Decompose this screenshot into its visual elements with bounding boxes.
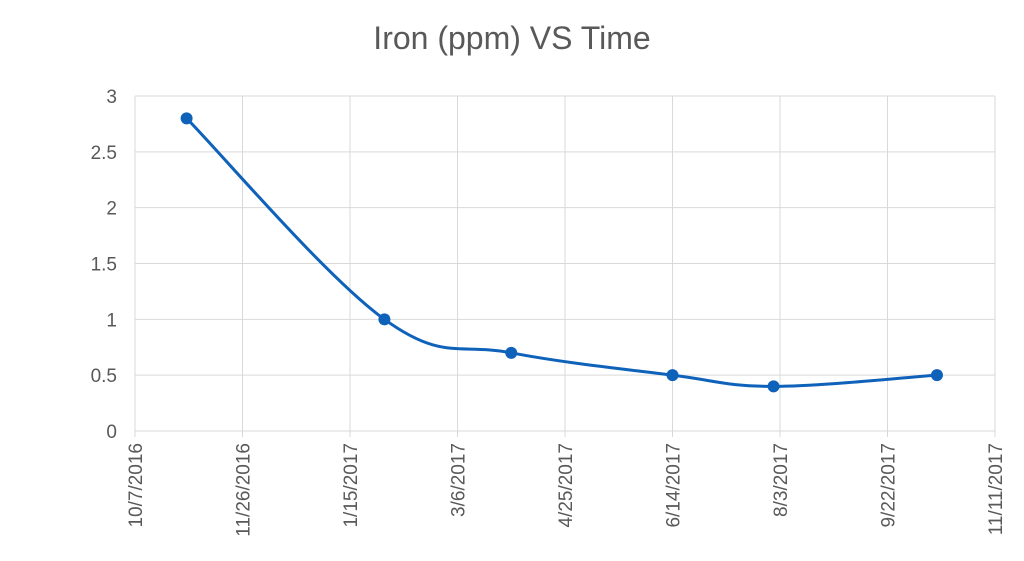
y-tick-label: 1 [106,310,117,331]
x-tick-label: 11/11/2017 [986,443,1007,535]
chart-title: Iron (ppm) VS Time [373,20,651,56]
data-point [767,380,780,393]
y-tick-label: 2 [106,199,117,220]
y-tick-label: 1.5 [91,255,117,276]
data-point [180,112,193,125]
data-point [505,346,518,359]
x-tick-label: 6/14/2017 [664,443,685,528]
x-tick-label: 10/7/2016 [126,443,147,528]
x-tick-label: 4/25/2017 [556,443,577,528]
y-tick-label: 0 [106,422,117,443]
x-tick-label: 3/6/2017 [449,443,470,517]
x-tick-label: 9/22/2017 [879,443,900,528]
y-tick-label: 3 [106,87,117,108]
series-line [185,116,939,388]
x-axis-ticks: 10/7/2016 11/26/2016 1/15/2017 3/6/2017 4/25… [126,443,1007,537]
data-point [666,369,679,382]
y-axis-ticks: 0 0.5 1 1.5 2 2.5 3 [91,87,117,443]
x-tick-label: 1/15/2017 [341,443,362,528]
series-layer [180,112,943,393]
data-point [378,313,391,326]
x-tick-label: 11/26/2016 [234,443,255,537]
grid-lines [134,95,996,437]
y-tick-label: 0.5 [91,366,117,387]
x-tick-label: 8/3/2017 [771,443,792,517]
y-tick-label: 2.5 [91,143,117,164]
data-point [930,369,943,382]
